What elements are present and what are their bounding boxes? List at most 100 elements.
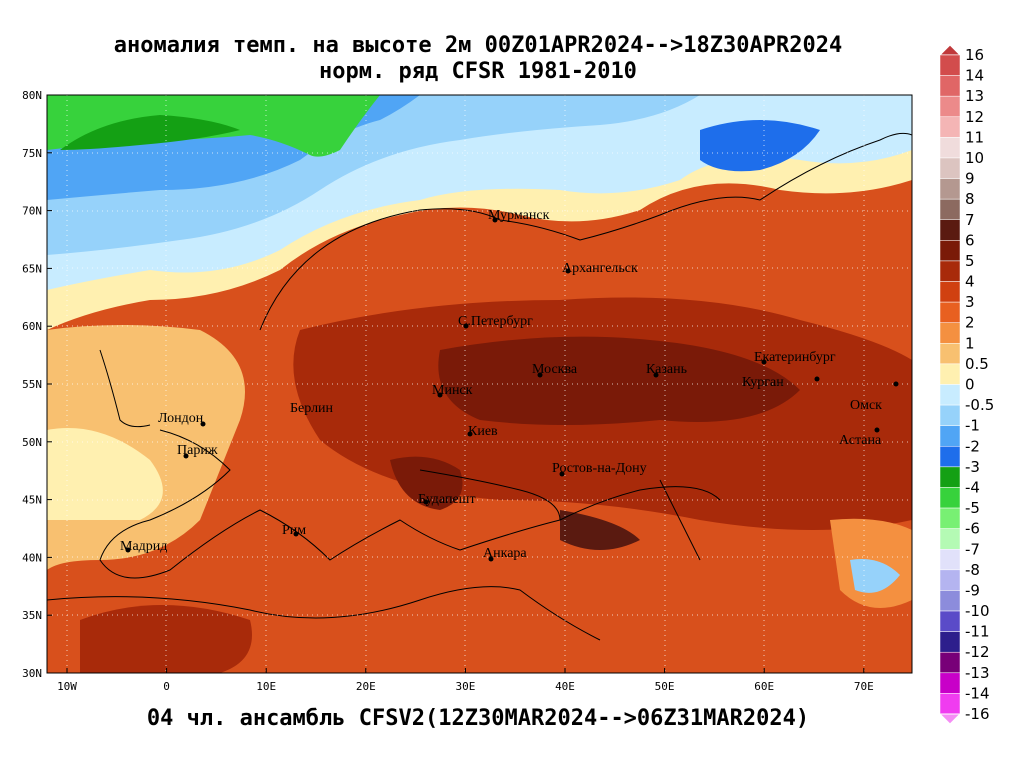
city-dot <box>814 376 820 382</box>
colorbar-label: -16 <box>965 705 990 723</box>
colorbar-label: -8 <box>965 561 980 579</box>
colorbar-box <box>939 487 961 509</box>
lat-label: 70N <box>22 205 42 218</box>
footer: 04 чл. ансамбль CFSV2(12Z30MAR2024-->06Z… <box>147 706 809 731</box>
city-label: Лондон <box>158 411 204 426</box>
colorbar-label: -0.5 <box>965 396 994 414</box>
colorbar-label: -2 <box>965 437 980 455</box>
colorbar-label: 1 <box>965 334 975 352</box>
city-label: Анкара <box>483 546 527 561</box>
colorbar-label: 13 <box>965 87 984 105</box>
colorbar-box <box>939 260 961 282</box>
colorbar-box <box>939 569 961 591</box>
colorbar-label: -4 <box>965 478 980 496</box>
city-label: Рим <box>282 523 306 538</box>
colorbar-label: 8 <box>965 190 975 208</box>
colorbar-box <box>939 651 961 674</box>
colorbar-box <box>939 137 961 159</box>
colorbar-box <box>939 549 961 571</box>
colorbar-label: 10 <box>965 149 984 167</box>
city-dot <box>183 453 189 459</box>
colorbar-label: -13 <box>965 664 990 682</box>
colorbar-box <box>939 384 961 406</box>
colorbar-box <box>939 178 961 200</box>
colorbar-label: 3 <box>965 293 975 311</box>
city-dot <box>565 268 571 274</box>
colorbar-box <box>939 672 961 694</box>
colorbar-box <box>939 301 961 323</box>
colorbar-box <box>939 528 961 550</box>
colorbar-label: -14 <box>965 684 990 702</box>
city-dot <box>653 372 659 378</box>
lat-label: 45N <box>22 494 42 507</box>
lon-label: 10E <box>256 680 276 693</box>
city-label: Ростов-на-Дону <box>552 461 647 476</box>
colorbar-box <box>939 590 961 612</box>
city-label: С.Петербург <box>458 314 533 329</box>
city-label: Будапешт <box>418 492 476 507</box>
city-label: Киев <box>468 424 498 439</box>
colorbar-label: 7 <box>965 211 975 229</box>
colorbar-box <box>939 343 961 365</box>
lat-label: 55N <box>22 378 42 391</box>
title-line-1: аномалия темп. на высоте 2м 00Z01APR2024… <box>114 33 842 58</box>
colorbar-arrow-bottom <box>938 713 962 725</box>
colorbar-label: 5 <box>965 252 975 270</box>
colorbar-box <box>939 631 961 653</box>
city-label: Минск <box>432 383 473 398</box>
city-label: Екатеринбург <box>754 350 836 365</box>
colorbar-label: 6 <box>965 231 975 249</box>
lat-label: 40N <box>22 551 42 564</box>
colorbar-label: 14 <box>965 67 984 85</box>
colorbar-box <box>939 281 961 303</box>
colorbar-box <box>939 95 961 118</box>
lat-label: 50N <box>22 436 42 449</box>
colorbar-box <box>939 116 961 138</box>
colorbar-label: -1 <box>965 417 980 435</box>
city-label: Москва <box>532 362 578 377</box>
graticule <box>47 95 912 673</box>
city-dot <box>537 372 543 378</box>
city-dot <box>125 547 131 553</box>
lat-label: 60N <box>22 320 42 333</box>
colorbar-label: -11 <box>965 623 990 641</box>
lat-label: 65N <box>22 262 42 275</box>
colorbar-arrow-top <box>938 44 962 56</box>
city-label: Париж <box>177 443 218 458</box>
city-label: Мурманск <box>488 208 550 223</box>
colorbar-box <box>939 363 961 385</box>
city-dot <box>761 359 767 365</box>
lon-label: 20E <box>356 680 376 693</box>
city-dot <box>467 431 473 437</box>
colorbar-box <box>939 446 961 468</box>
lon-label: 70E <box>854 680 874 693</box>
city-dot <box>437 392 443 398</box>
lon-label: 10W <box>57 680 77 693</box>
colorbar-box <box>939 157 961 179</box>
city-label: Казань <box>646 362 687 377</box>
city-dot <box>463 323 469 329</box>
city-dot <box>488 556 494 562</box>
city-dot <box>423 499 429 505</box>
colorbar-box <box>939 466 961 488</box>
lat-label: 35N <box>22 609 42 622</box>
colorbar-label: 0 <box>965 376 975 394</box>
colorbar-box <box>939 425 961 447</box>
map-field <box>47 95 912 673</box>
city-label: Берлин <box>290 401 334 416</box>
lat-label: 80N <box>22 89 42 102</box>
colorbar-box <box>939 54 961 76</box>
city-dot <box>874 427 880 433</box>
city-dot <box>492 217 498 223</box>
colorbar-label: -6 <box>965 520 980 538</box>
lon-label: 0 <box>163 680 170 693</box>
colorbar-label: -3 <box>965 458 980 476</box>
city-label: Омск <box>850 398 882 413</box>
colorbar-label: 11 <box>965 128 984 146</box>
city-dot <box>559 471 565 477</box>
colorbar-label: 4 <box>965 273 975 291</box>
lon-label: 60E <box>754 680 774 693</box>
colorbar-box <box>939 75 961 97</box>
